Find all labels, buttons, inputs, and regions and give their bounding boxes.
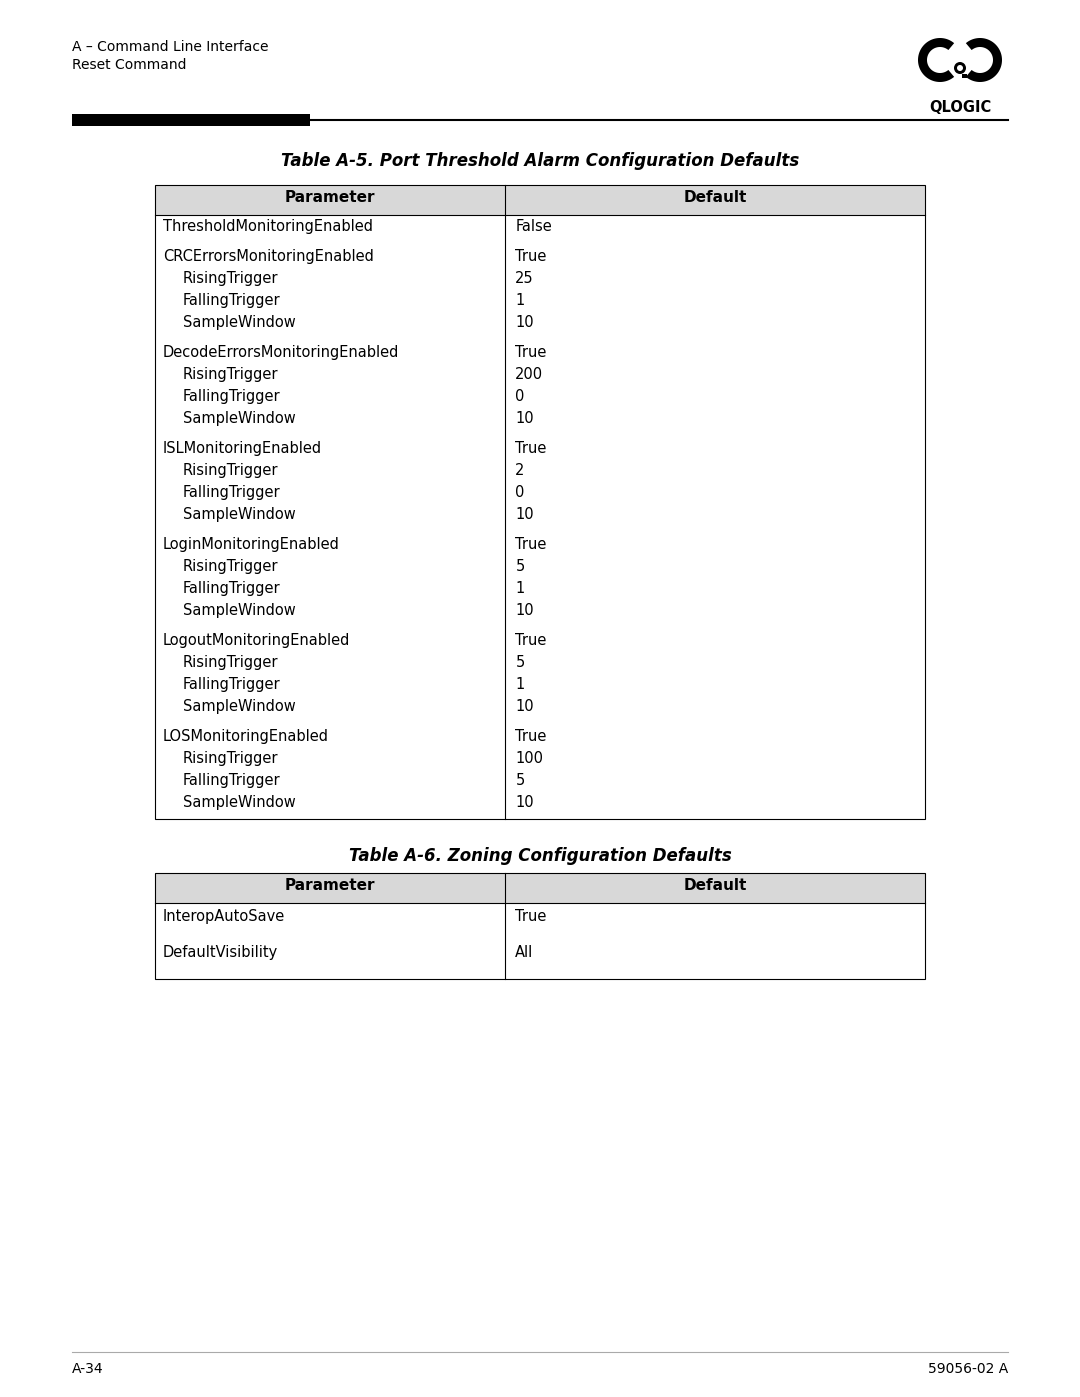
Text: Table A-6. Zoning Configuration Defaults: Table A-6. Zoning Configuration Defaults (349, 847, 731, 865)
Text: All: All (515, 944, 534, 960)
Text: DefaultVisibility: DefaultVisibility (163, 944, 279, 960)
Text: 10: 10 (515, 507, 534, 522)
Text: 5: 5 (515, 559, 525, 574)
Text: FallingTrigger: FallingTrigger (183, 388, 281, 404)
Text: ISLMonitoringEnabled: ISLMonitoringEnabled (163, 441, 322, 455)
Text: 1: 1 (515, 581, 525, 597)
Text: RisingTrigger: RisingTrigger (183, 559, 279, 574)
Text: SampleWindow: SampleWindow (183, 314, 296, 330)
Text: 59056-02 A: 59056-02 A (928, 1362, 1008, 1376)
Text: ThresholdMonitoringEnabled: ThresholdMonitoringEnabled (163, 219, 373, 235)
Text: 0: 0 (515, 485, 525, 500)
Text: 200: 200 (515, 367, 543, 381)
Text: FallingTrigger: FallingTrigger (183, 581, 281, 597)
Text: 10: 10 (515, 795, 534, 810)
Circle shape (954, 61, 966, 74)
Text: LOSMonitoringEnabled: LOSMonitoringEnabled (163, 729, 329, 745)
Text: RisingTrigger: RisingTrigger (183, 367, 279, 381)
Text: Default: Default (684, 877, 747, 893)
Bar (156, 873, 924, 902)
Bar (156, 184, 924, 215)
Bar (156, 873, 924, 979)
Text: A-34: A-34 (72, 1362, 104, 1376)
Text: Parameter: Parameter (285, 877, 376, 893)
Text: RisingTrigger: RisingTrigger (183, 655, 279, 671)
Bar (72, 115, 310, 126)
PathPatch shape (966, 38, 1002, 82)
Text: 10: 10 (515, 698, 534, 714)
Text: SampleWindow: SampleWindow (183, 698, 296, 714)
Text: 2: 2 (515, 462, 525, 478)
Text: RisingTrigger: RisingTrigger (183, 271, 279, 286)
Text: Table A-5. Port Threshold Alarm Configuration Defaults: Table A-5. Port Threshold Alarm Configur… (281, 152, 799, 170)
Circle shape (957, 66, 963, 71)
Text: 25: 25 (515, 271, 534, 286)
Text: SampleWindow: SampleWindow (183, 411, 296, 426)
Text: True: True (515, 441, 546, 455)
Text: SampleWindow: SampleWindow (183, 795, 296, 810)
Text: 0: 0 (515, 388, 525, 404)
Text: True: True (515, 633, 546, 648)
Text: FallingTrigger: FallingTrigger (183, 773, 281, 788)
Text: True: True (515, 345, 546, 360)
Text: Reset Command: Reset Command (72, 59, 187, 73)
Text: LoginMonitoringEnabled: LoginMonitoringEnabled (163, 536, 340, 552)
Text: SampleWindow: SampleWindow (183, 507, 296, 522)
Text: 10: 10 (515, 411, 534, 426)
Text: 100: 100 (515, 752, 543, 766)
Text: 5: 5 (515, 773, 525, 788)
Text: FallingTrigger: FallingTrigger (183, 678, 281, 692)
Text: RisingTrigger: RisingTrigger (183, 462, 279, 478)
Text: 5: 5 (515, 655, 525, 671)
Text: CRCErrorsMonitoringEnabled: CRCErrorsMonitoringEnabled (163, 249, 374, 264)
Text: True: True (515, 536, 546, 552)
Text: True: True (515, 729, 546, 745)
Text: 10: 10 (515, 314, 534, 330)
Text: SampleWindow: SampleWindow (183, 604, 296, 617)
Text: Default: Default (684, 190, 747, 205)
Text: RisingTrigger: RisingTrigger (183, 752, 279, 766)
Text: 1: 1 (515, 678, 525, 692)
Text: FallingTrigger: FallingTrigger (183, 293, 281, 307)
Text: FallingTrigger: FallingTrigger (183, 485, 281, 500)
Text: False: False (515, 219, 552, 235)
PathPatch shape (918, 38, 954, 82)
Text: InteropAutoSave: InteropAutoSave (163, 909, 285, 923)
Text: A – Command Line Interface: A – Command Line Interface (72, 41, 269, 54)
Text: True: True (515, 249, 546, 264)
Bar (962, 74, 967, 78)
Bar (156, 184, 924, 819)
Text: LogoutMonitoringEnabled: LogoutMonitoringEnabled (163, 633, 350, 648)
Text: 1: 1 (515, 293, 525, 307)
Text: Parameter: Parameter (285, 190, 376, 205)
Text: 10: 10 (515, 604, 534, 617)
Text: True: True (515, 909, 546, 923)
Text: QLOGIC: QLOGIC (929, 101, 991, 115)
Text: DecodeErrorsMonitoringEnabled: DecodeErrorsMonitoringEnabled (163, 345, 400, 360)
